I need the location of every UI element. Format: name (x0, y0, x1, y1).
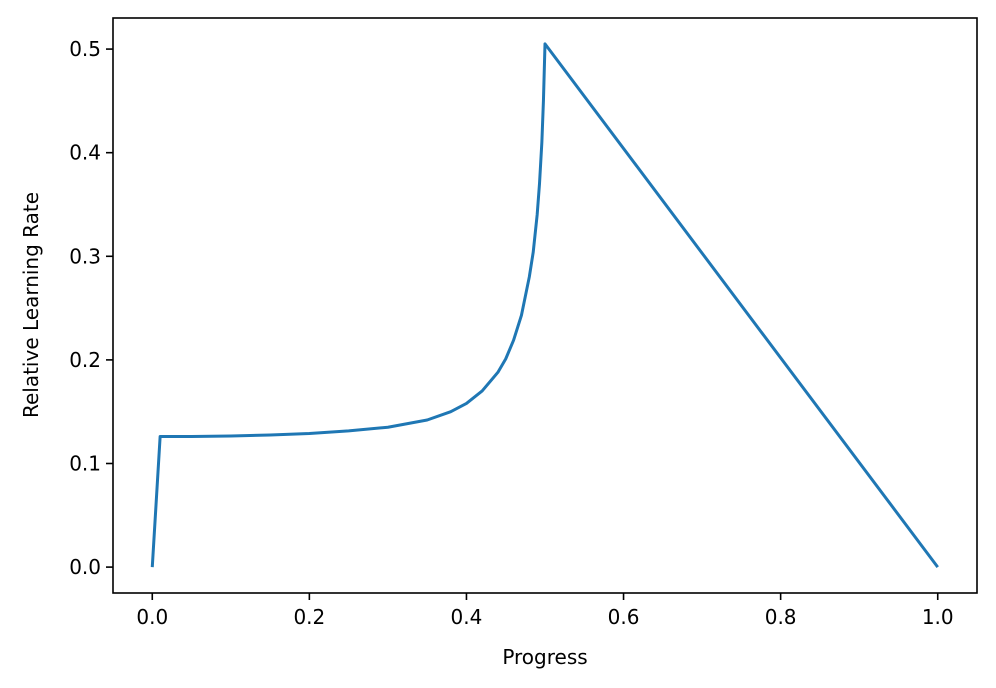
y-tick-label: 0.0 (69, 555, 101, 579)
x-tick-label: 1.0 (922, 605, 954, 629)
x-tick-label: 0.8 (765, 605, 797, 629)
y-axis-label: Relative Learning Rate (19, 192, 43, 418)
x-tick-label: 0.2 (293, 605, 325, 629)
x-tick-label: 0.6 (608, 605, 640, 629)
y-tick-label: 0.1 (69, 451, 101, 475)
y-tick-label: 0.2 (69, 348, 101, 372)
x-tick-label: 0.4 (451, 605, 483, 629)
y-tick-label: 0.4 (69, 141, 101, 165)
x-axis-label: Progress (502, 645, 587, 669)
x-axis-ticks: 0.0 0.2 0.4 0.6 0.8 1.0 (136, 593, 954, 629)
plot-area (112, 17, 978, 594)
x-tick-label: 0.0 (136, 605, 168, 629)
y-tick-label: 0.3 (69, 244, 101, 268)
y-axis-ticks: 0.0 0.1 0.2 0.3 0.4 0.5 (69, 37, 113, 579)
y-tick-label: 0.5 (69, 37, 101, 61)
series-line (150, 42, 939, 569)
